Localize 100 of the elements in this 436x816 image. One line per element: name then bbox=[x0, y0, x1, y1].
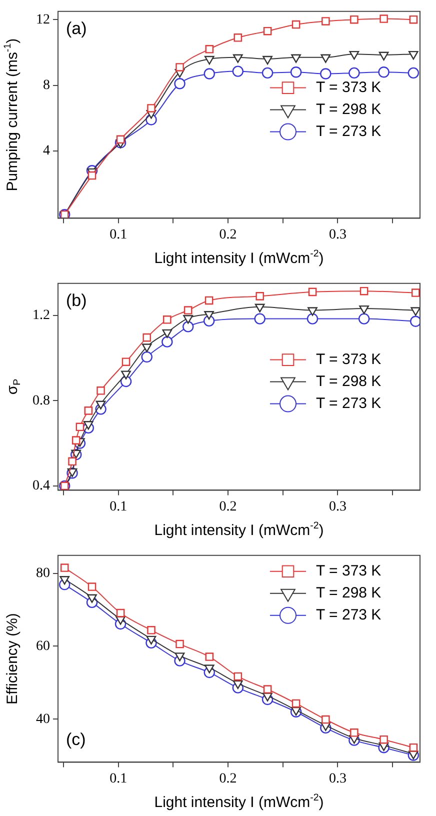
x-tick-label: 0.2 bbox=[219, 499, 237, 514]
legend-label: T = 298 K bbox=[316, 372, 382, 390]
point bbox=[408, 50, 418, 60]
point bbox=[308, 288, 317, 296]
point bbox=[121, 370, 131, 380]
point bbox=[262, 56, 272, 65]
point bbox=[122, 358, 130, 366]
point bbox=[204, 296, 214, 305]
x-tick-label: 0.3 bbox=[328, 227, 346, 242]
point bbox=[360, 286, 368, 296]
legend-label: T = 273 K bbox=[316, 122, 382, 140]
point bbox=[359, 305, 369, 314]
y-axis-title: σP bbox=[4, 378, 24, 395]
point bbox=[76, 422, 84, 432]
annotation: (b) bbox=[66, 291, 87, 310]
point bbox=[232, 66, 244, 77]
point bbox=[292, 20, 300, 29]
point bbox=[183, 315, 194, 324]
y-tick-label: 0.4 bbox=[32, 478, 50, 494]
y-tick-label: 0.8 bbox=[32, 393, 50, 408]
legend-label: T = 373 K bbox=[316, 350, 382, 368]
point bbox=[162, 336, 173, 348]
legend-label: T = 273 K bbox=[316, 606, 382, 624]
y-axis-title: Efficiency (%) bbox=[4, 613, 22, 705]
x-tick-label: 0.1 bbox=[110, 771, 128, 786]
point bbox=[60, 564, 69, 572]
point bbox=[142, 333, 151, 342]
point bbox=[205, 652, 214, 661]
point bbox=[350, 15, 358, 24]
y-tick-label: 80 bbox=[36, 566, 50, 581]
x-tick-label: 0.1 bbox=[110, 499, 128, 514]
point bbox=[176, 63, 184, 72]
point bbox=[380, 735, 388, 744]
point bbox=[147, 626, 156, 634]
point bbox=[410, 316, 420, 327]
x-tick-label: 0.1 bbox=[110, 227, 128, 242]
y-tick-label: 12 bbox=[36, 12, 50, 28]
point bbox=[234, 672, 242, 681]
point bbox=[163, 316, 172, 324]
y-tick-label: 40 bbox=[36, 712, 50, 727]
point bbox=[254, 313, 266, 324]
x-tick-label: 0.2 bbox=[219, 771, 237, 786]
legend-label: T = 273 K bbox=[316, 394, 382, 412]
annotation: (a) bbox=[66, 19, 87, 38]
annotation: (c) bbox=[66, 730, 86, 749]
point bbox=[320, 68, 332, 80]
point bbox=[262, 67, 274, 79]
point bbox=[204, 68, 215, 80]
point bbox=[306, 313, 318, 324]
point bbox=[263, 685, 272, 694]
point bbox=[254, 304, 265, 312]
point bbox=[96, 400, 106, 410]
point bbox=[147, 104, 156, 112]
point bbox=[142, 344, 152, 352]
point bbox=[116, 608, 125, 618]
point bbox=[322, 17, 330, 26]
y-tick-label: 4 bbox=[43, 144, 50, 159]
point bbox=[176, 640, 184, 648]
point bbox=[87, 594, 97, 603]
point bbox=[349, 50, 360, 60]
point bbox=[60, 576, 70, 585]
point bbox=[174, 78, 186, 90]
point bbox=[350, 728, 358, 737]
point bbox=[204, 56, 214, 65]
x-tick-label: 0.3 bbox=[328, 499, 346, 514]
point bbox=[358, 313, 370, 324]
point bbox=[290, 66, 302, 78]
point bbox=[88, 171, 96, 180]
point bbox=[72, 436, 80, 444]
point bbox=[256, 292, 264, 300]
point bbox=[263, 26, 272, 36]
point bbox=[116, 135, 125, 144]
point bbox=[174, 652, 185, 662]
point bbox=[234, 34, 242, 42]
point bbox=[162, 329, 172, 338]
y-tick-label: 1.2 bbox=[32, 308, 50, 324]
point bbox=[182, 321, 194, 332]
point bbox=[378, 52, 389, 60]
point bbox=[292, 699, 300, 708]
point bbox=[205, 45, 214, 54]
point bbox=[232, 680, 243, 690]
point bbox=[262, 692, 272, 702]
legend-label: T = 298 K bbox=[316, 100, 382, 118]
legend-label: T = 373 K bbox=[316, 78, 382, 96]
point bbox=[184, 306, 192, 314]
point bbox=[409, 743, 418, 752]
y-tick-label: 8 bbox=[43, 78, 50, 93]
legend-label: T = 298 K bbox=[316, 584, 382, 602]
y-axis-title: Pumping current (ms-1) bbox=[2, 38, 22, 192]
point bbox=[411, 288, 420, 297]
point bbox=[308, 307, 318, 316]
point bbox=[83, 421, 94, 430]
point bbox=[232, 54, 243, 63]
point bbox=[322, 715, 330, 724]
point bbox=[291, 54, 301, 63]
point bbox=[410, 307, 420, 316]
point bbox=[348, 67, 360, 79]
legend-label: T = 373 K bbox=[316, 562, 382, 580]
point bbox=[408, 67, 420, 79]
point bbox=[378, 66, 390, 78]
